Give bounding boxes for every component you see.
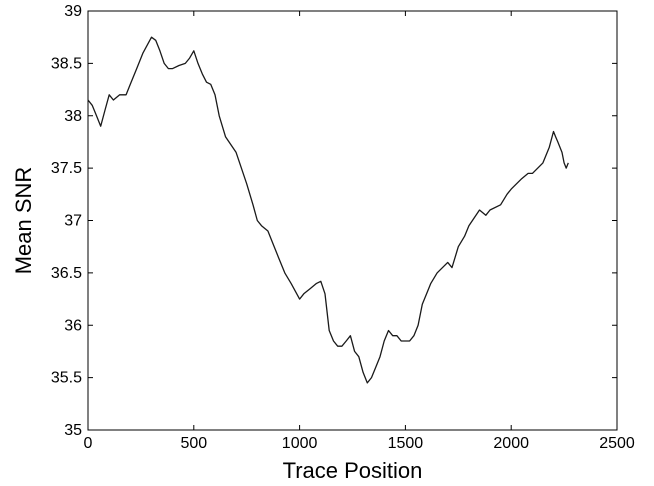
y-tick-label: 36	[64, 317, 82, 334]
y-tick-label: 38	[64, 108, 82, 125]
x-tick-label: 500	[180, 435, 207, 452]
y-axis-label: Mean SNR	[11, 167, 36, 275]
x-axis-label: Trace Position	[283, 458, 423, 483]
x-tick-label: 1000	[282, 435, 318, 452]
y-tick-label: 35.5	[51, 370, 82, 387]
y-tick-label: 37	[64, 213, 82, 230]
series-line	[87, 36, 569, 384]
y-tick-label: 36.5	[51, 265, 82, 282]
y-tick-label: 37.5	[51, 160, 82, 177]
y-tick-label: 35	[64, 422, 82, 439]
x-axis-ticks: 0 500 1000 1500 2000 2500	[84, 11, 635, 452]
x-tick-label: 1500	[388, 435, 424, 452]
y-tick-label: 38.5	[51, 55, 82, 72]
y-axis-ticks: 35 35.5 36 36.5 37 37.5 38 38.5 39	[51, 3, 617, 439]
x-tick-label: 2500	[599, 435, 635, 452]
x-tick-label: 2000	[493, 435, 529, 452]
y-tick-label: 39	[64, 3, 82, 20]
series-group	[87, 36, 569, 384]
x-tick-label: 0	[84, 435, 93, 452]
